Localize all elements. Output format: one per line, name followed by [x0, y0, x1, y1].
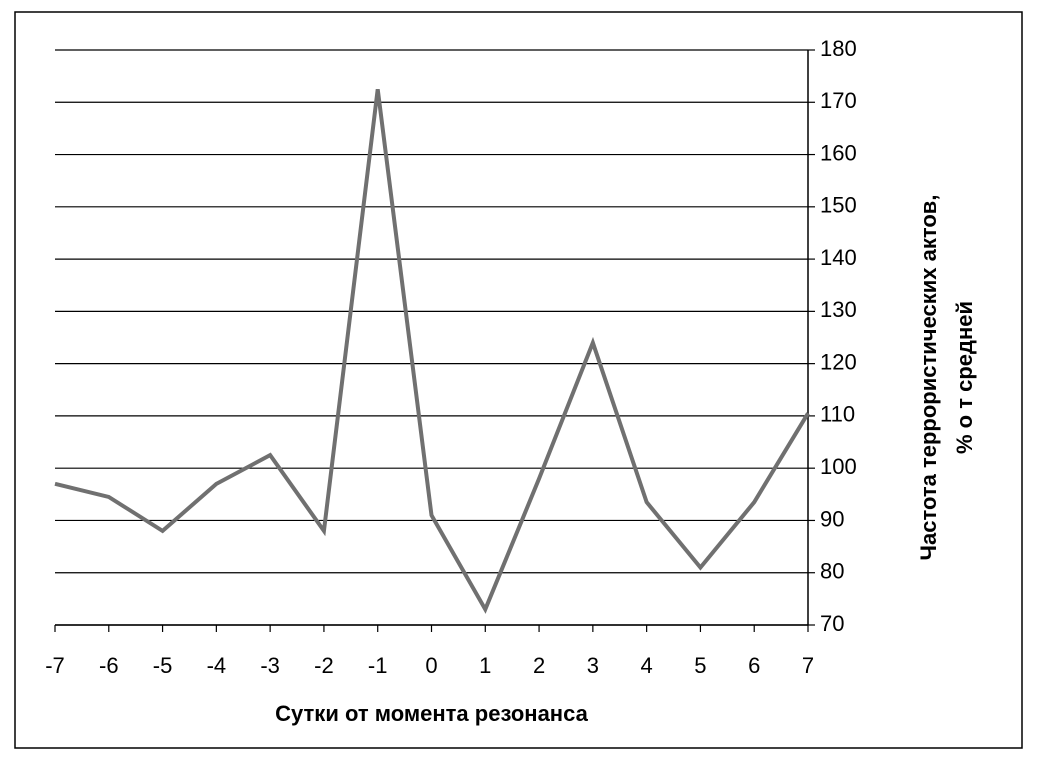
- y-tick-label: 160: [820, 140, 857, 165]
- x-tick-label: -1: [368, 653, 388, 678]
- chart-border: [14, 11, 1023, 749]
- y-tick-label: 100: [820, 454, 857, 479]
- x-axis-label: Сутки от момента резонанса: [275, 701, 588, 726]
- y-axis-label: Частота террористических актов,: [916, 195, 941, 561]
- x-tick-label: -7: [45, 653, 65, 678]
- y-tick-label: 70: [820, 611, 844, 636]
- y-axis-label: % о т средней: [952, 301, 977, 454]
- x-tick-label: 7: [802, 653, 814, 678]
- x-tick-label: 5: [694, 653, 706, 678]
- data-line: [54, 88, 810, 614]
- x-tick-label: -3: [260, 653, 280, 678]
- x-tick-label: 0: [425, 653, 437, 678]
- y-tick-label: 140: [820, 245, 857, 270]
- y-tick-label: 150: [820, 193, 857, 218]
- x-tick-label: 6: [748, 653, 760, 678]
- y-tick-label: 90: [820, 506, 844, 531]
- y-tick-label: 110: [820, 402, 855, 427]
- y-tick-label: 120: [820, 349, 857, 374]
- x-tick-label: 2: [533, 653, 545, 678]
- x-tick-label: -2: [314, 653, 334, 678]
- x-tick-label: 4: [641, 653, 653, 678]
- x-tick-label: 1: [479, 653, 491, 678]
- x-tick-label: 3: [587, 653, 599, 678]
- y-tick-label: 180: [820, 36, 857, 61]
- y-tick-label: 80: [820, 559, 844, 584]
- x-tick-label: -5: [153, 653, 173, 678]
- x-tick-label: -6: [99, 653, 119, 678]
- x-tick-label: -4: [207, 653, 227, 678]
- y-tick-label: 170: [820, 88, 857, 113]
- y-tick-label: 130: [820, 297, 857, 322]
